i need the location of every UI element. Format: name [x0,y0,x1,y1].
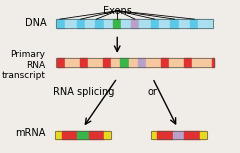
Bar [88,58,103,67]
Text: mRNA: mRNA [15,128,45,138]
Bar [120,58,129,67]
Bar [57,19,65,28]
Bar [56,19,213,28]
Bar [104,131,110,139]
Bar [212,58,214,67]
Bar [170,19,179,28]
Bar [95,19,104,28]
Bar [173,131,184,139]
Bar [138,58,146,67]
Bar [198,19,212,28]
Bar [111,58,120,67]
Bar [62,131,77,139]
Bar [157,131,173,139]
Bar [192,58,212,67]
Bar [161,58,169,67]
Bar [121,19,131,28]
Bar [104,19,113,28]
Bar [56,131,62,139]
Bar [139,19,150,28]
Bar [150,19,159,28]
Bar [113,19,121,28]
Bar [85,19,95,28]
Bar [55,131,111,139]
Bar [151,131,207,139]
Bar [77,131,89,139]
Text: DNA: DNA [25,18,47,28]
Bar [169,58,184,67]
Bar [152,131,157,139]
Text: Exons: Exons [103,6,132,16]
Bar [129,58,138,67]
Bar [56,58,214,67]
Bar [56,58,214,67]
Bar [65,19,77,28]
Bar [56,19,213,28]
Bar [190,19,198,28]
Bar [184,58,192,67]
Bar [89,131,104,139]
Bar [57,58,65,67]
Text: RNA splicing: RNA splicing [53,87,115,97]
Bar [179,19,190,28]
Bar [146,58,161,67]
Bar [159,19,170,28]
Bar [151,131,207,139]
Bar [184,131,200,139]
Bar [200,131,206,139]
Bar [80,58,88,67]
Text: Primary
RNA
transcript: Primary RNA transcript [1,50,45,80]
Bar [103,58,111,67]
Bar [65,58,80,67]
Text: or: or [148,87,157,97]
Bar [131,19,139,28]
Bar [55,131,111,139]
Bar [77,19,85,28]
